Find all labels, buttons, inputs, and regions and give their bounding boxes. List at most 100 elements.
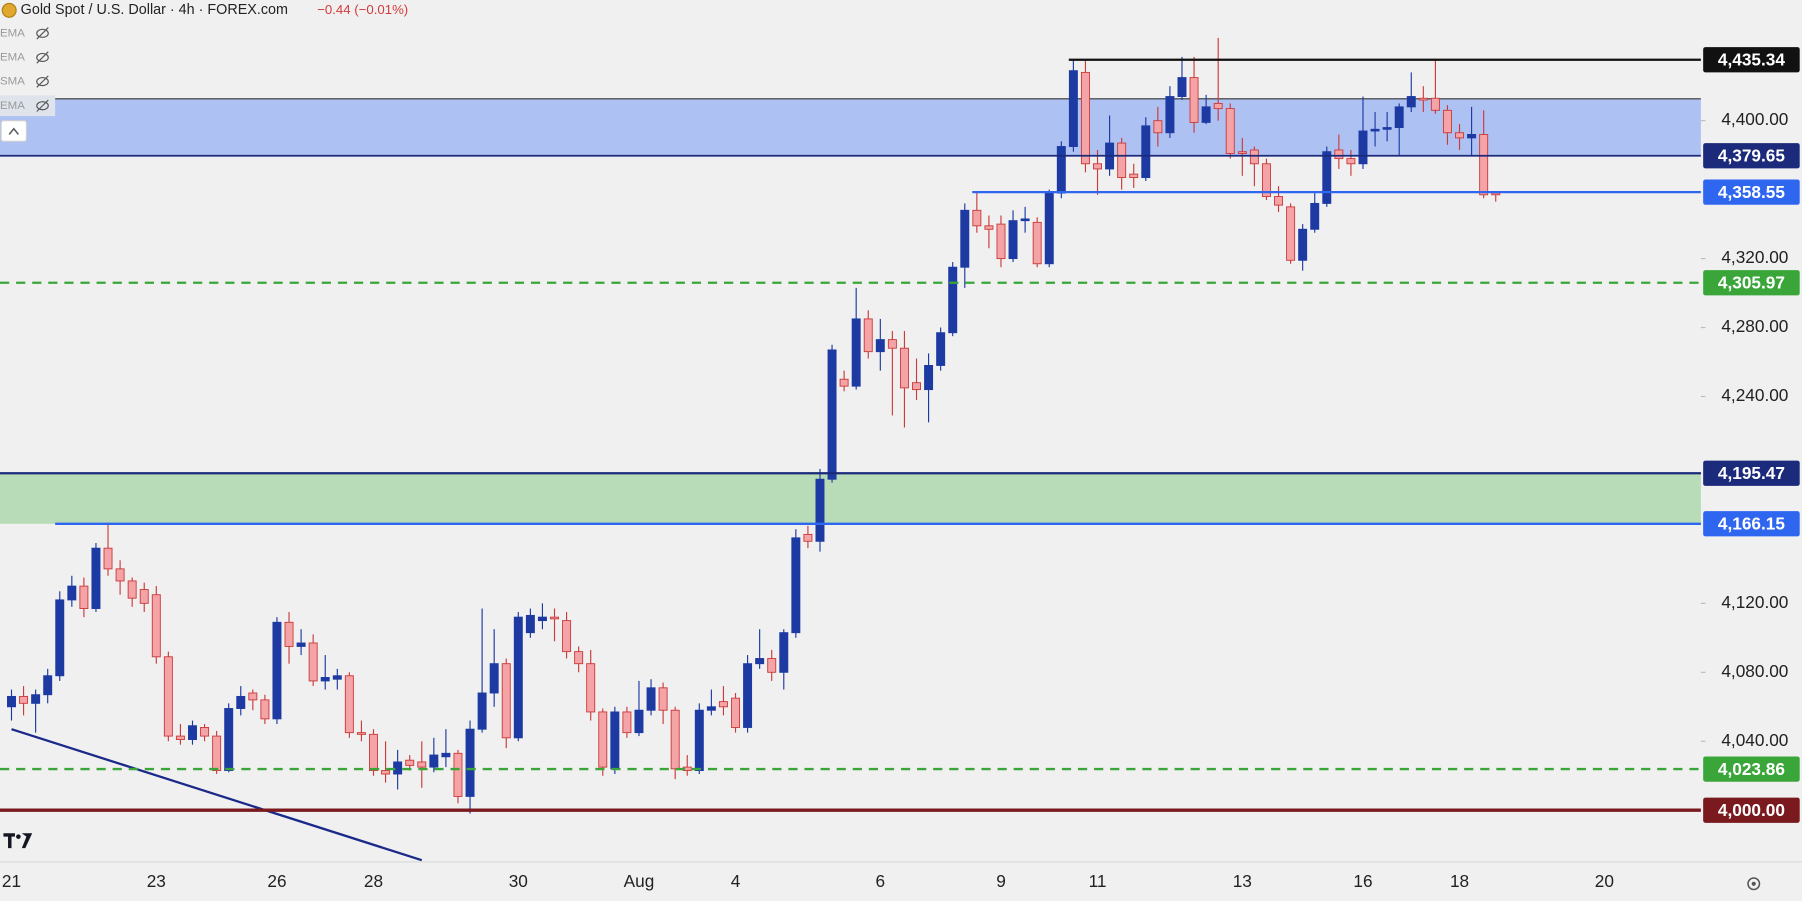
candle-body	[960, 209, 970, 268]
candle-body	[19, 695, 29, 704]
indicator-name[interactable]: EMA	[0, 51, 25, 63]
price-level-badge	[1703, 143, 1800, 169]
candle-body	[1153, 120, 1163, 134]
candle-body	[1491, 192, 1501, 196]
candle-body	[477, 692, 487, 730]
candle-body	[1141, 125, 1151, 179]
price-axis: 4,040.00 4,080.00 4,120.00 4,240.00 4,280.00…	[1700, 47, 1800, 823]
visibility-slash	[36, 27, 49, 40]
x-tick-label: 16	[1353, 871, 1372, 891]
candle-body	[646, 687, 656, 711]
indicator-name[interactable]: SMA	[0, 76, 25, 88]
visibility-icon[interactable]	[36, 101, 49, 111]
indicator-name[interactable]: EMA	[0, 100, 25, 112]
candle-body	[924, 364, 934, 391]
candle-body	[1430, 97, 1440, 111]
candle-body	[1322, 151, 1332, 204]
candle-body	[175, 735, 185, 740]
price-level-label: 4,435.34	[1718, 49, 1785, 69]
candle-body	[731, 697, 740, 728]
x-tick-label: 6	[876, 871, 886, 891]
settings-icon[interactable]	[1747, 877, 1761, 891]
price-change: −0.44 (−0.01%)	[317, 2, 408, 17]
candle-body	[513, 616, 523, 739]
price-level-badge	[1703, 47, 1800, 73]
logo	[3, 833, 33, 849]
candle-body	[1068, 70, 1078, 147]
candle-body	[815, 478, 825, 542]
candle-body	[658, 687, 668, 711]
candle-body	[284, 621, 294, 647]
candle-body	[441, 752, 451, 758]
x-tick-label: 13	[1233, 871, 1252, 891]
candle-body	[1455, 132, 1465, 139]
candle-body	[791, 537, 801, 634]
settings-gear[interactable]	[1747, 877, 1761, 891]
candle-body	[369, 733, 378, 772]
x-tick-label: Aug	[624, 871, 655, 891]
candle-body	[465, 728, 475, 797]
candle-body	[550, 616, 559, 620]
candle-body	[1261, 163, 1271, 197]
candle-body	[1249, 149, 1259, 165]
candle-body	[1346, 158, 1356, 165]
collapse-button[interactable]	[0, 120, 28, 142]
candle-body	[610, 711, 620, 770]
candle-body	[200, 727, 210, 737]
candle-body	[308, 642, 318, 682]
candle-body	[984, 225, 994, 230]
visibility-slash	[36, 51, 49, 64]
candle-body	[1274, 196, 1284, 206]
candle-body	[562, 620, 572, 653]
candle-body	[1406, 96, 1416, 108]
logo-mark	[3, 833, 15, 849]
candle-body	[1298, 228, 1308, 261]
price-level-badge	[1703, 756, 1800, 782]
candle-body	[1020, 218, 1030, 222]
candle-body	[115, 568, 125, 582]
x-tick-label: 20	[1595, 871, 1614, 891]
candle-body	[1080, 71, 1090, 165]
y-tick-label: 4,320.00	[1721, 247, 1788, 267]
candle-body	[91, 547, 101, 609]
candle-body	[1334, 149, 1344, 160]
candle-body	[1117, 142, 1127, 179]
candle-body	[1177, 77, 1187, 97]
candle-body	[972, 209, 982, 227]
price-level-label: 4,358.55	[1718, 182, 1785, 202]
visibility-icon[interactable]	[36, 28, 49, 38]
y-tick-label: 4,080.00	[1721, 661, 1788, 681]
candle-body	[779, 632, 789, 673]
price-level-label: 4,195.47	[1718, 463, 1785, 483]
price-level-label: 4,023.86	[1718, 759, 1785, 779]
candle-body	[320, 677, 330, 682]
candle-body	[948, 266, 958, 334]
y-tick-label: 4,400.00	[1721, 109, 1788, 129]
candle-body	[996, 223, 1006, 260]
y-tick-label: 4,240.00	[1721, 385, 1788, 405]
visibility-icon[interactable]	[36, 76, 49, 87]
symbol-title[interactable]: Gold Spot / U.S. Dollar · 4h · FOREX.com	[21, 2, 288, 18]
visibility-slash	[36, 75, 49, 88]
candle-body	[863, 318, 873, 353]
candle-body	[525, 614, 535, 634]
candle-body	[127, 580, 137, 599]
candle-body	[586, 663, 596, 713]
candle-body	[1358, 130, 1368, 165]
x-tick-label: 11	[1089, 871, 1107, 891]
indicator-highlight	[0, 95, 56, 117]
candle-body	[55, 599, 65, 677]
indicator-name[interactable]: EMA	[0, 27, 25, 39]
candle-body	[224, 708, 234, 772]
candle-body	[236, 695, 246, 709]
visibility-icon[interactable]	[36, 52, 49, 63]
candle-body	[706, 706, 716, 711]
candle-body	[79, 585, 89, 609]
symbol-icon[interactable]	[1, 2, 17, 18]
candle-body	[670, 709, 680, 770]
candle-body	[296, 642, 306, 647]
candle-body	[453, 752, 463, 797]
candle-body	[1093, 163, 1103, 170]
x-tick-label: 9	[996, 871, 1006, 891]
